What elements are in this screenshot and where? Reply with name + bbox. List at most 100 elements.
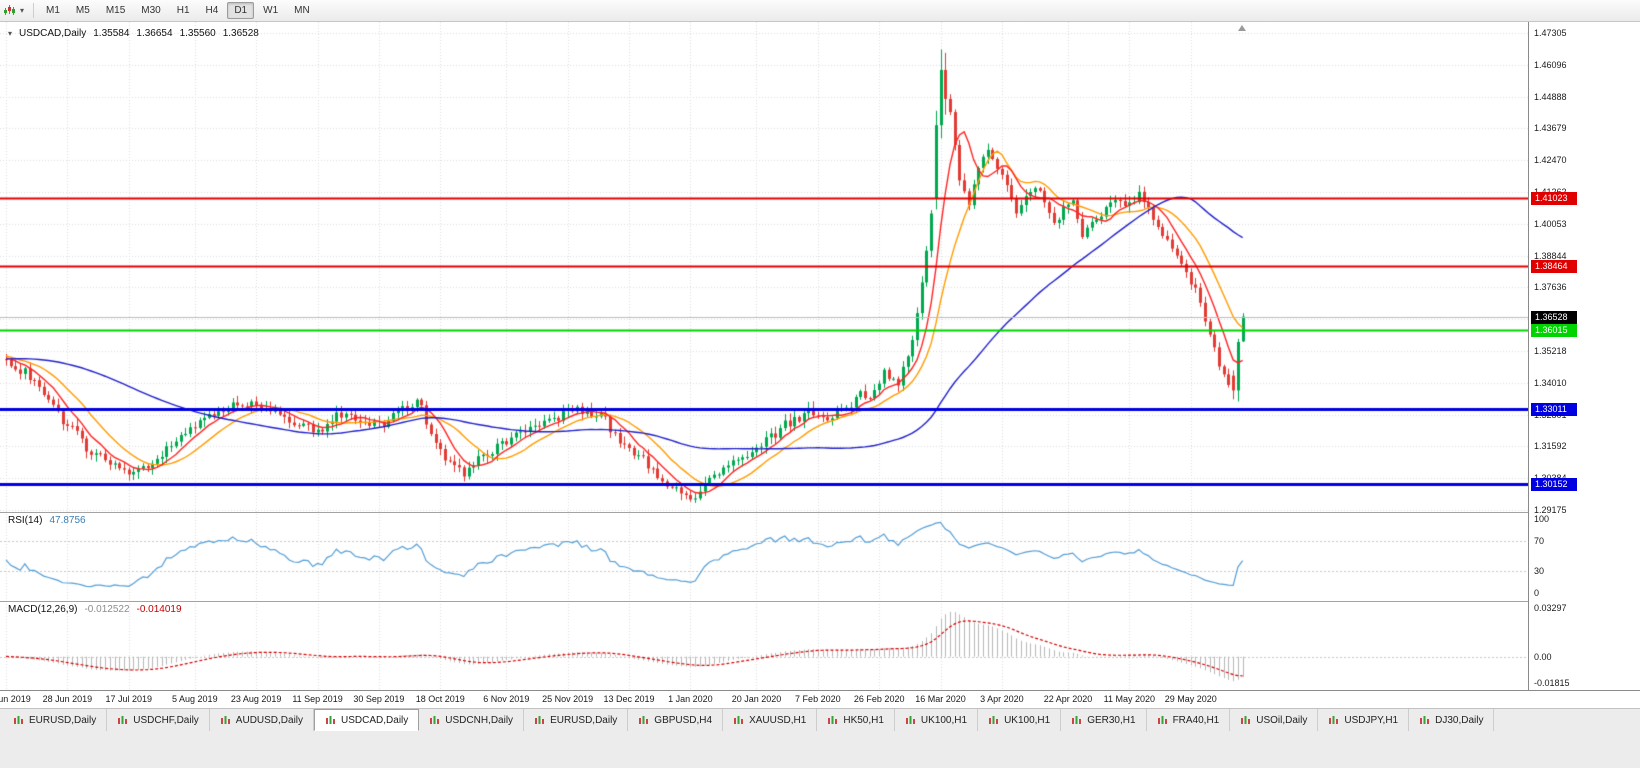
date-label: 6 Nov 2019 (483, 694, 530, 704)
chart-tab-uk100-h1[interactable]: UK100,H1 (978, 709, 1062, 731)
bar-open: 1.35584 (93, 28, 130, 39)
macd-tick: 0.03297 (1534, 603, 1567, 613)
chevron-down-icon: ▾ (20, 5, 25, 15)
price-tick: 1.44888 (1534, 91, 1567, 102)
date-label: 16 Mar 2020 (915, 694, 966, 704)
chart-tab-fra40-h1[interactable]: FRA40,H1 (1147, 709, 1231, 731)
rsi-value: 47.8756 (49, 515, 86, 526)
rsi-tick: 30 (1534, 565, 1545, 576)
chart-symbol: USDCAD,Daily (19, 28, 87, 39)
date-label: 3 Apr 2020 (980, 694, 1024, 704)
chart-tab-usoil-daily[interactable]: USOil,Daily (1230, 709, 1319, 731)
level-badge-1.30152: 1.30152 (1531, 478, 1577, 492)
date-axis[interactable]: 10 Jun 2019 28 Jun 2019 17 Jul 2019 5 Aug 2… (0, 690, 1640, 708)
timeframe-button-m30[interactable]: M30 (134, 2, 167, 19)
timeframe-button-d1[interactable]: D1 (227, 2, 255, 19)
mini-chart-icon (1240, 715, 1251, 725)
macd-main-value: -0.012522 (84, 604, 130, 615)
date-label: 5 Aug 2019 (172, 694, 218, 704)
price-tick: 1.38844 (1534, 250, 1567, 261)
date-label: 23 Aug 2019 (230, 694, 282, 704)
tab-label: USDCAD,Daily (341, 714, 409, 726)
timeframe-button-w1[interactable]: W1 (256, 2, 285, 19)
current-price-badge: 1.36528 (1531, 310, 1577, 324)
price-tick: 1.29175 (1534, 505, 1567, 515)
mini-chart-icon (325, 715, 336, 725)
chart-tab-gbpusd-h4[interactable]: GBPUSD,H4 (628, 709, 724, 731)
chart-type-button[interactable]: ▾ (4, 4, 24, 17)
mini-chart-icon (1419, 715, 1430, 725)
timeframe-buttons: M1 M5 M15 M30 H1 H4 D1 W1 MN (39, 2, 317, 19)
price-tick: 1.40053 (1534, 218, 1567, 229)
date-label: 28 Jun 2019 (42, 694, 93, 704)
date-label: 30 Sep 2019 (353, 694, 405, 704)
chart-tab-usdcad-daily[interactable]: USDCAD,Daily (314, 709, 420, 731)
mini-chart-icon (534, 715, 545, 725)
mini-chart-icon (638, 715, 649, 725)
mini-chart-icon (905, 715, 916, 725)
tab-label: USOil,Daily (1256, 714, 1308, 726)
chart-tab-uk100-h1[interactable]: UK100,H1 (895, 709, 979, 731)
rsi-name: RSI(14) (8, 515, 43, 526)
mini-chart-icon (220, 715, 231, 725)
toolbar-separator (33, 3, 35, 18)
timeframe-button-h4[interactable]: H4 (199, 2, 226, 19)
mini-chart-icon (1157, 715, 1168, 725)
price-chart-canvas[interactable] (0, 22, 1528, 690)
date-label: 22 Apr 2020 (1043, 694, 1093, 704)
date-label: 25 Nov 2019 (542, 694, 594, 704)
level-badge-1.36015: 1.36015 (1531, 324, 1577, 338)
price-tick: 1.34010 (1534, 377, 1567, 388)
chart-tab-ger30-h1[interactable]: GER30,H1 (1061, 709, 1147, 731)
macd-signal-value: -0.014019 (136, 604, 182, 615)
chart-menu-icon[interactable]: ▾ (8, 28, 13, 38)
chart-tab-usdchf-daily[interactable]: USDCHF,Daily (107, 709, 210, 731)
date-label: 26 Feb 2020 (853, 694, 905, 704)
rsi-macd-divider[interactable] (0, 601, 1640, 602)
tab-label: HK50,H1 (843, 714, 884, 726)
mini-chart-icon (429, 715, 440, 725)
chart-title: ▾ USDCAD,Daily 1.35584 1.36654 1.35560 1… (8, 28, 259, 39)
date-label: 18 Oct 2019 (415, 694, 465, 704)
timeframe-button-m1[interactable]: M1 (39, 2, 67, 19)
window-bottom-strip (0, 731, 1640, 768)
price-tick: 1.35218 (1534, 346, 1567, 356)
bar-close: 1.36528 (222, 28, 259, 39)
timeframe-button-h1[interactable]: H1 (170, 2, 197, 19)
tab-label: USDJPY,H1 (1344, 714, 1399, 726)
date-label: 7 Feb 2020 (795, 694, 841, 704)
chart-tab-dj30-daily[interactable]: DJ30,Daily (1409, 709, 1495, 731)
macd-name: MACD(12,26,9) (8, 604, 78, 615)
date-label: 13 Dec 2019 (603, 694, 655, 704)
price-rsi-divider[interactable] (0, 512, 1640, 513)
timeframe-button-mn[interactable]: MN (287, 2, 317, 19)
chart-tab-hk50-h1[interactable]: HK50,H1 (817, 709, 895, 731)
bar-low: 1.35560 (179, 28, 216, 39)
rsi-tick: 70 (1534, 536, 1545, 547)
chart-tabbar: EURUSD,Daily USDCHF,Daily AUDUSD,Daily USDC… (0, 708, 1640, 731)
price-tick: 1.47305 (1534, 28, 1567, 38)
tab-label: GER30,H1 (1087, 714, 1136, 726)
rsi-label: RSI(14) 47.8756 (8, 515, 86, 526)
chart-tab-audusd-daily[interactable]: AUDUSD,Daily (210, 709, 315, 731)
rsi-tick: 100 (1534, 514, 1550, 524)
tab-label: XAUUSD,H1 (749, 714, 807, 726)
chart-tab-usdcnh-daily[interactable]: USDCNH,Daily (419, 709, 525, 731)
level-badge-1.33011: 1.33011 (1531, 403, 1577, 417)
chart-shift-marker[interactable] (1238, 25, 1246, 31)
tab-label: UK100,H1 (1004, 714, 1051, 726)
price-tick: 1.37636 (1534, 282, 1567, 293)
bar-high: 1.36654 (136, 28, 173, 39)
timeframe-button-m5[interactable]: M5 (69, 2, 97, 19)
date-label: 20 Jan 2020 (731, 694, 782, 704)
tab-label: USDCHF,Daily (133, 714, 199, 726)
chart-tab-xauusd-h1[interactable]: XAUUSD,H1 (723, 709, 818, 731)
chart-tab-usdjpy-h1[interactable]: USDJPY,H1 (1318, 709, 1410, 731)
price-axis[interactable]: 1.47305 1.46096 1.44888 1.43679 1.42470 1.412… (1528, 22, 1640, 690)
timeframe-button-m15[interactable]: M15 (99, 2, 132, 19)
date-label: 11 Sep 2019 (292, 694, 343, 704)
chart-tab-eurusd-daily[interactable]: EURUSD,Daily (524, 709, 629, 731)
chart-region: ▾ USDCAD,Daily 1.35584 1.36654 1.35560 1… (0, 22, 1640, 690)
tab-label: AUDUSD,Daily (235, 714, 304, 726)
chart-tab-eurusd-daily[interactable]: EURUSD,Daily (3, 709, 108, 731)
